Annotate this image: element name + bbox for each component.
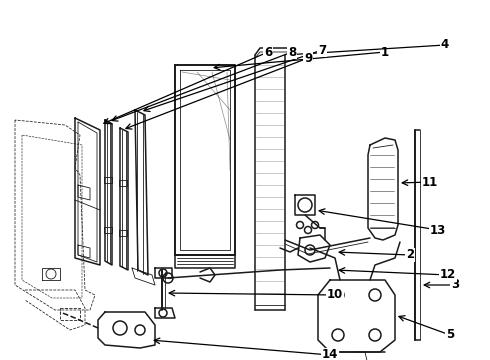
Text: 10: 10 — [327, 288, 343, 302]
Text: 9: 9 — [304, 51, 312, 64]
Text: 12: 12 — [440, 269, 456, 282]
Text: 5: 5 — [446, 328, 454, 342]
Text: 8: 8 — [288, 45, 296, 58]
Text: 6: 6 — [264, 45, 272, 58]
Text: 14: 14 — [322, 348, 338, 360]
Text: 13: 13 — [430, 224, 446, 237]
Text: 3: 3 — [451, 279, 459, 292]
Text: 4: 4 — [441, 39, 449, 51]
Text: 1: 1 — [381, 45, 389, 58]
Text: 11: 11 — [422, 175, 438, 189]
Text: 7: 7 — [318, 44, 326, 57]
Text: 2: 2 — [406, 248, 414, 261]
